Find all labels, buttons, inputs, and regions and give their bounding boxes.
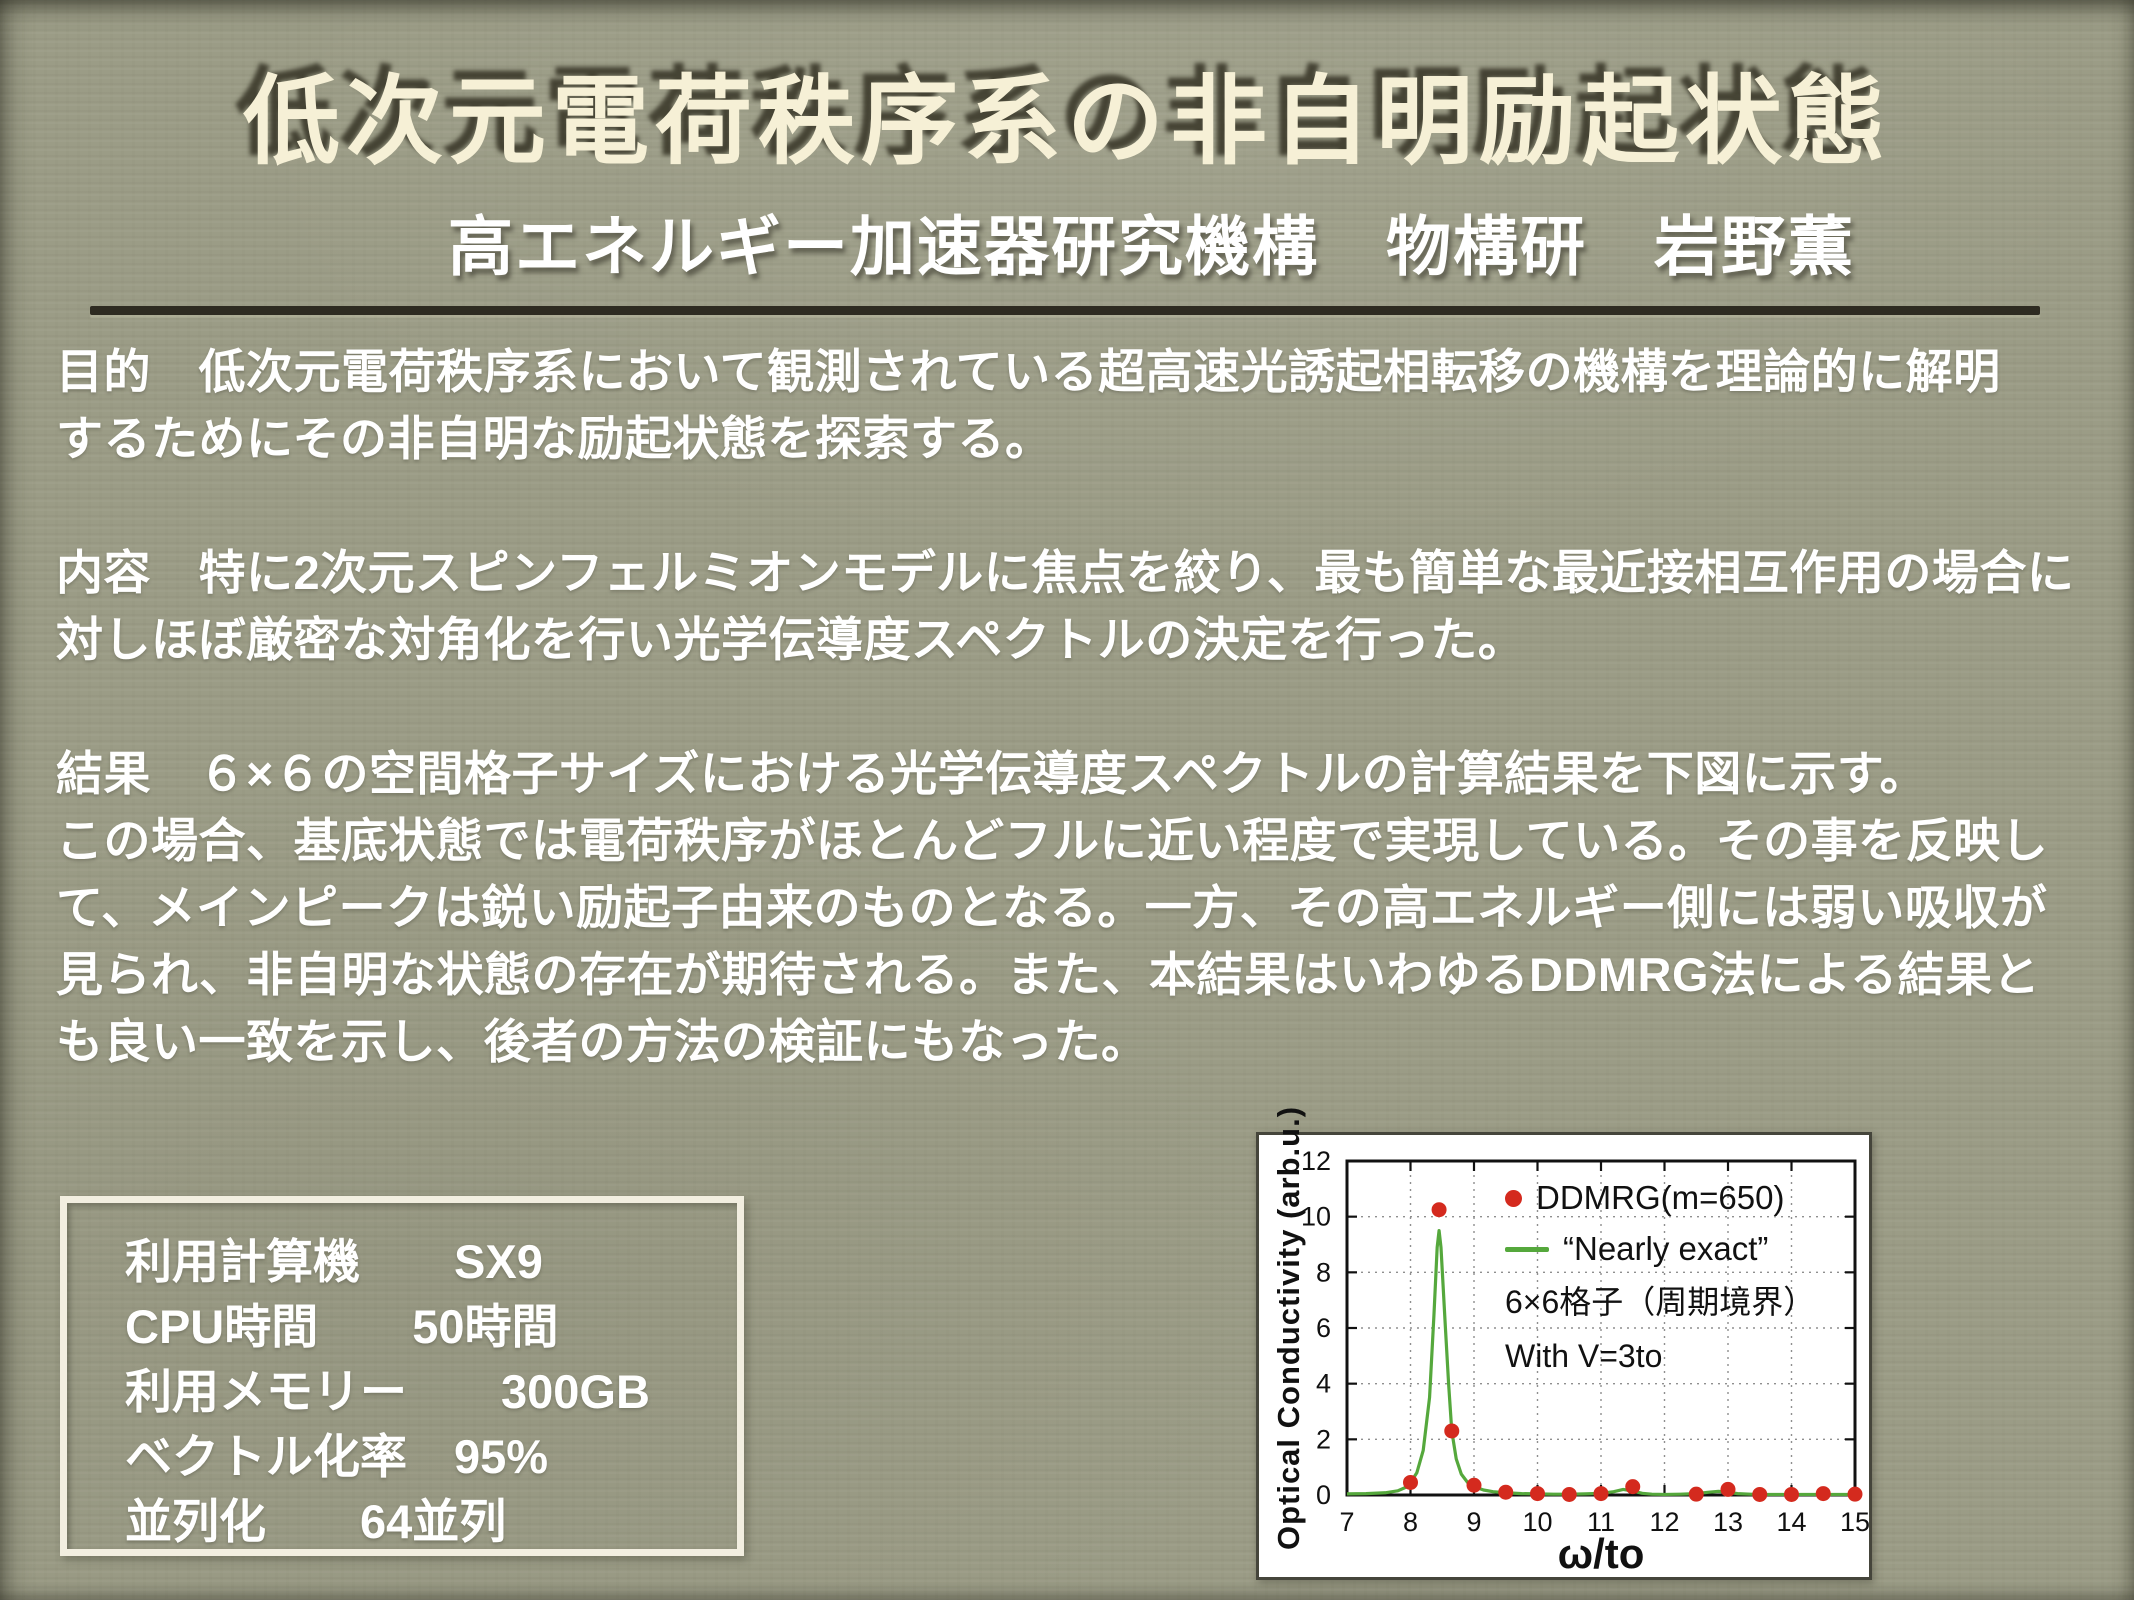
result-line: 見られ、非自明な状態の存在が期待される。また、本結果はいわゆるDDMRG法による… (56, 948, 2041, 1001)
svg-text:8: 8 (1403, 1507, 1418, 1537)
legend-item-ddmrg: DDMRG(m=650) (1505, 1179, 1784, 1217)
spec-line-parallel: 並列化 64並列 (125, 1495, 507, 1548)
green-line-marker-icon (1505, 1246, 1549, 1252)
compute-spec-box: 利用計算機 SX9 CPU時間 50時間 利用メモリー 300GB ベクトル化率… (60, 1196, 744, 1556)
result-line: も良い一致を示し、後者の方法の検証にもなった。 (56, 1015, 1149, 1068)
spec-line-vector-ratio: ベクトル化率 95% (125, 1430, 549, 1483)
legend-item-nearly-exact: “Nearly exact” (1505, 1230, 1784, 1268)
purpose-line: するためにその非自明な励起状態を探索する。 (56, 412, 1053, 465)
chart-y-axis-label: Optical Conductivity (arb.u.) (1271, 1105, 1306, 1551)
annotation-lattice: 6×6格子（周期境界） (1505, 1284, 1816, 1320)
svg-text:12: 12 (1301, 1146, 1331, 1176)
title-underline (90, 306, 2040, 315)
purpose-paragraph: 目的 低次元電荷秩序系において観測されている超高速光誘起相転移の機構を理論的に解… (56, 338, 2096, 472)
result-line: この場合、基底状態では電荷秩序がほとんどフルに近い程度で実現している。その事を反… (56, 814, 2049, 867)
svg-text:15: 15 (1840, 1507, 1870, 1537)
spec-line-cpu-time: CPU時間 50時間 (125, 1300, 559, 1353)
chart-x-axis-label: ω/to (1557, 1530, 1645, 1577)
svg-text:7: 7 (1339, 1507, 1354, 1537)
page-subtitle: 高エネルギー加速器研究機構 物構研 岩野薫 (448, 210, 1856, 283)
page-title: 低次元電荷秩序系の非自明励起状態 (243, 67, 1891, 176)
chart-svg: 7 8 9 10 11 12 13 14 15 0 2 4 6 8 10 12 (1301, 1146, 1870, 1537)
result-line: て、メインピークは鋭い励起子由来のものとなる。一方、その高エネルギー側には弱い吸… (56, 881, 2048, 934)
red-dot-marker-icon (1505, 1189, 1522, 1207)
svg-text:10: 10 (1301, 1202, 1331, 1232)
svg-text:8: 8 (1316, 1257, 1331, 1287)
legend-label-ddmrg: DDMRG(m=650) (1536, 1179, 1785, 1216)
spec-line-memory: 利用メモリー 300GB (125, 1365, 650, 1418)
svg-text:4: 4 (1316, 1369, 1331, 1399)
spec-line-machine: 利用計算機 SX9 (125, 1235, 543, 1288)
svg-text:13: 13 (1713, 1507, 1743, 1537)
result-paragraph: 結果 ６×６の空間格子サイズにおける光学伝導度スペクトルの計算結果を下図に示す。… (56, 740, 2096, 1075)
svg-text:11: 11 (1587, 1507, 1615, 1537)
svg-text:2: 2 (1316, 1424, 1331, 1454)
content-line: 内容 特に2次元スピンフェルミオンモデルに焦点を絞り、最も簡単な最近接相互作用の… (56, 546, 2075, 599)
content-line: 対しほぼ厳密な対角化を行い光学伝導度スペクトルの決定を行った。 (56, 613, 1526, 666)
purpose-line: 目的 低次元電荷秩序系において観測されている超高速光誘起相転移の機構を理論的に解… (56, 345, 2001, 398)
chart-annotations: 6×6格子（周期境界） With V=3to (1505, 1275, 1815, 1383)
legend-label-nearly-exact: “Nearly exact” (1563, 1230, 1769, 1267)
svg-text:12: 12 (1649, 1507, 1679, 1537)
svg-text:6: 6 (1316, 1313, 1331, 1343)
result-line: 結果 ６×６の空間格子サイズにおける光学伝導度スペクトルの計算結果を下図に示す。 (56, 747, 1928, 800)
annotation-interaction: With V=3to (1505, 1338, 1663, 1374)
content-paragraph: 内容 特に2次元スピンフェルミオンモデルに焦点を絞り、最も簡単な最近接相互作用の… (56, 539, 2096, 673)
svg-text:14: 14 (1776, 1507, 1806, 1537)
svg-text:10: 10 (1522, 1507, 1552, 1537)
chart-legend: DDMRG(m=650) “Nearly exact” (1505, 1179, 1784, 1268)
svg-text:0: 0 (1316, 1480, 1331, 1510)
svg-text:9: 9 (1466, 1507, 1481, 1537)
chart-figure: 7 8 9 10 11 12 13 14 15 0 2 4 6 8 10 12 Optical Conduct… (1256, 1106, 1872, 1580)
